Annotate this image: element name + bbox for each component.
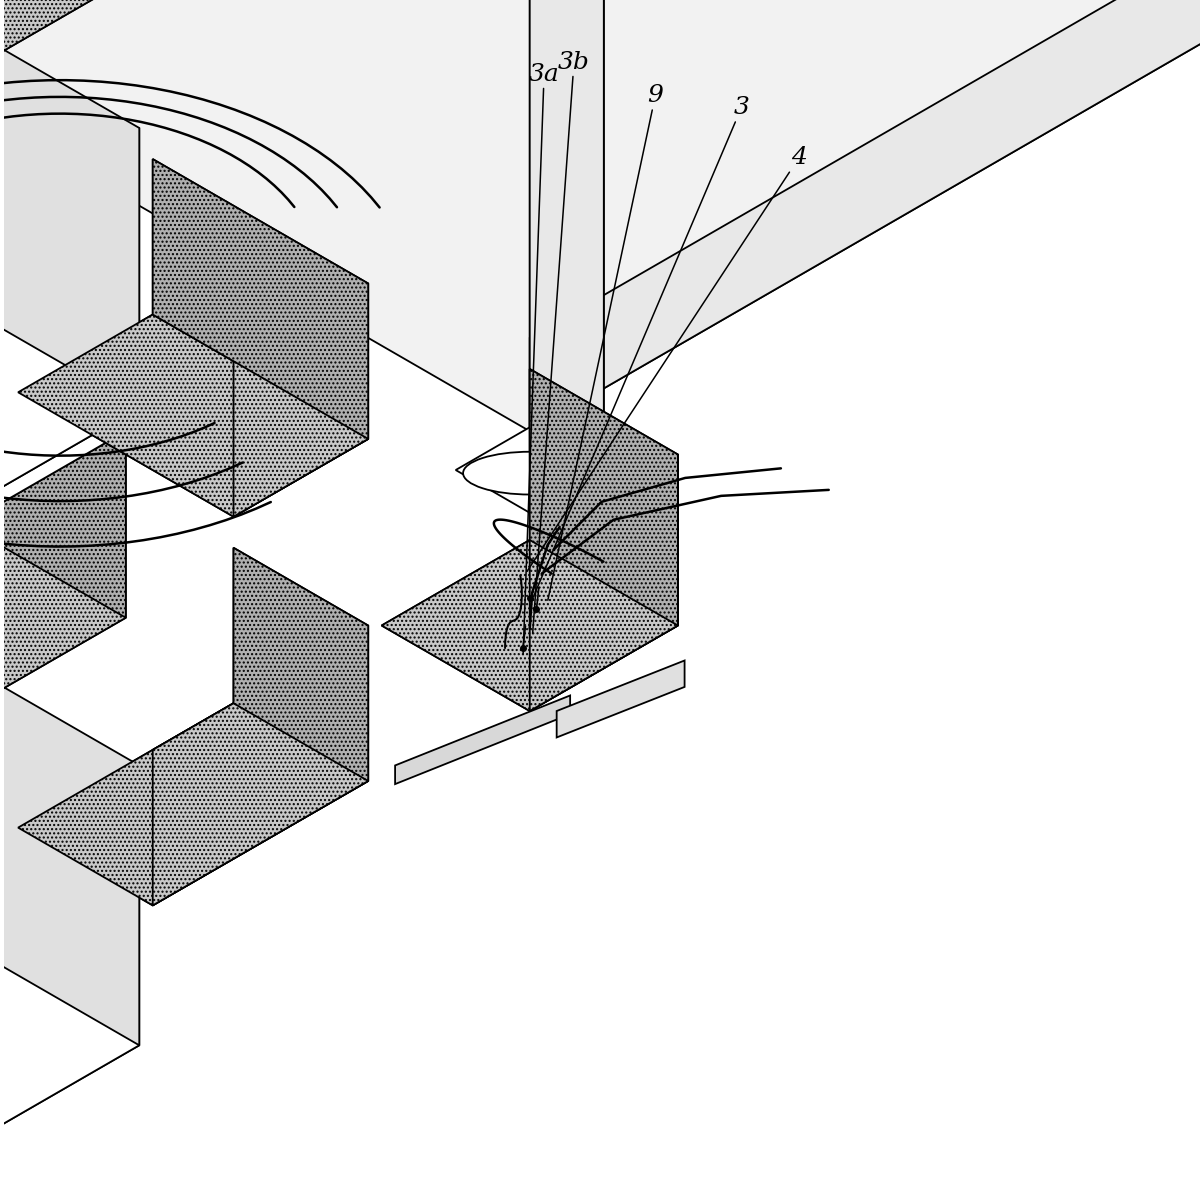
Polygon shape [0, 19, 140, 408]
Text: 3a: 3a [523, 62, 559, 654]
Polygon shape [153, 626, 368, 905]
Polygon shape [233, 548, 368, 781]
Polygon shape [0, 261, 126, 532]
Text: 3b: 3b [533, 50, 589, 634]
Polygon shape [18, 703, 368, 905]
Polygon shape [395, 696, 570, 785]
Polygon shape [0, 952, 140, 1154]
Polygon shape [0, 361, 126, 617]
Text: 9: 9 [547, 84, 663, 600]
Polygon shape [0, 299, 140, 501]
Polygon shape [0, 765, 140, 1154]
Polygon shape [18, 315, 368, 517]
Polygon shape [529, 0, 604, 470]
Polygon shape [233, 548, 368, 781]
Polygon shape [381, 541, 677, 710]
Ellipse shape [463, 452, 597, 494]
Polygon shape [233, 283, 368, 517]
Polygon shape [18, 315, 368, 517]
Polygon shape [529, 368, 677, 626]
Polygon shape [153, 159, 368, 439]
Polygon shape [381, 541, 677, 710]
Polygon shape [529, 454, 677, 710]
Polygon shape [529, 368, 677, 626]
Text: 4: 4 [527, 146, 807, 572]
Text: 3: 3 [533, 96, 749, 597]
Polygon shape [0, 346, 126, 532]
Polygon shape [0, 0, 126, 66]
Polygon shape [153, 159, 368, 439]
Polygon shape [153, 626, 368, 905]
Polygon shape [0, 532, 126, 719]
Polygon shape [0, 0, 126, 66]
Polygon shape [529, 0, 1203, 431]
Polygon shape [0, 128, 140, 501]
Polygon shape [0, 175, 126, 432]
Polygon shape [0, 672, 140, 1045]
Polygon shape [18, 703, 368, 905]
Polygon shape [233, 283, 368, 517]
Polygon shape [456, 427, 604, 513]
Polygon shape [529, 0, 604, 513]
Polygon shape [557, 660, 685, 738]
Polygon shape [0, 447, 126, 719]
Polygon shape [0, 0, 1203, 431]
Polygon shape [529, 454, 677, 710]
